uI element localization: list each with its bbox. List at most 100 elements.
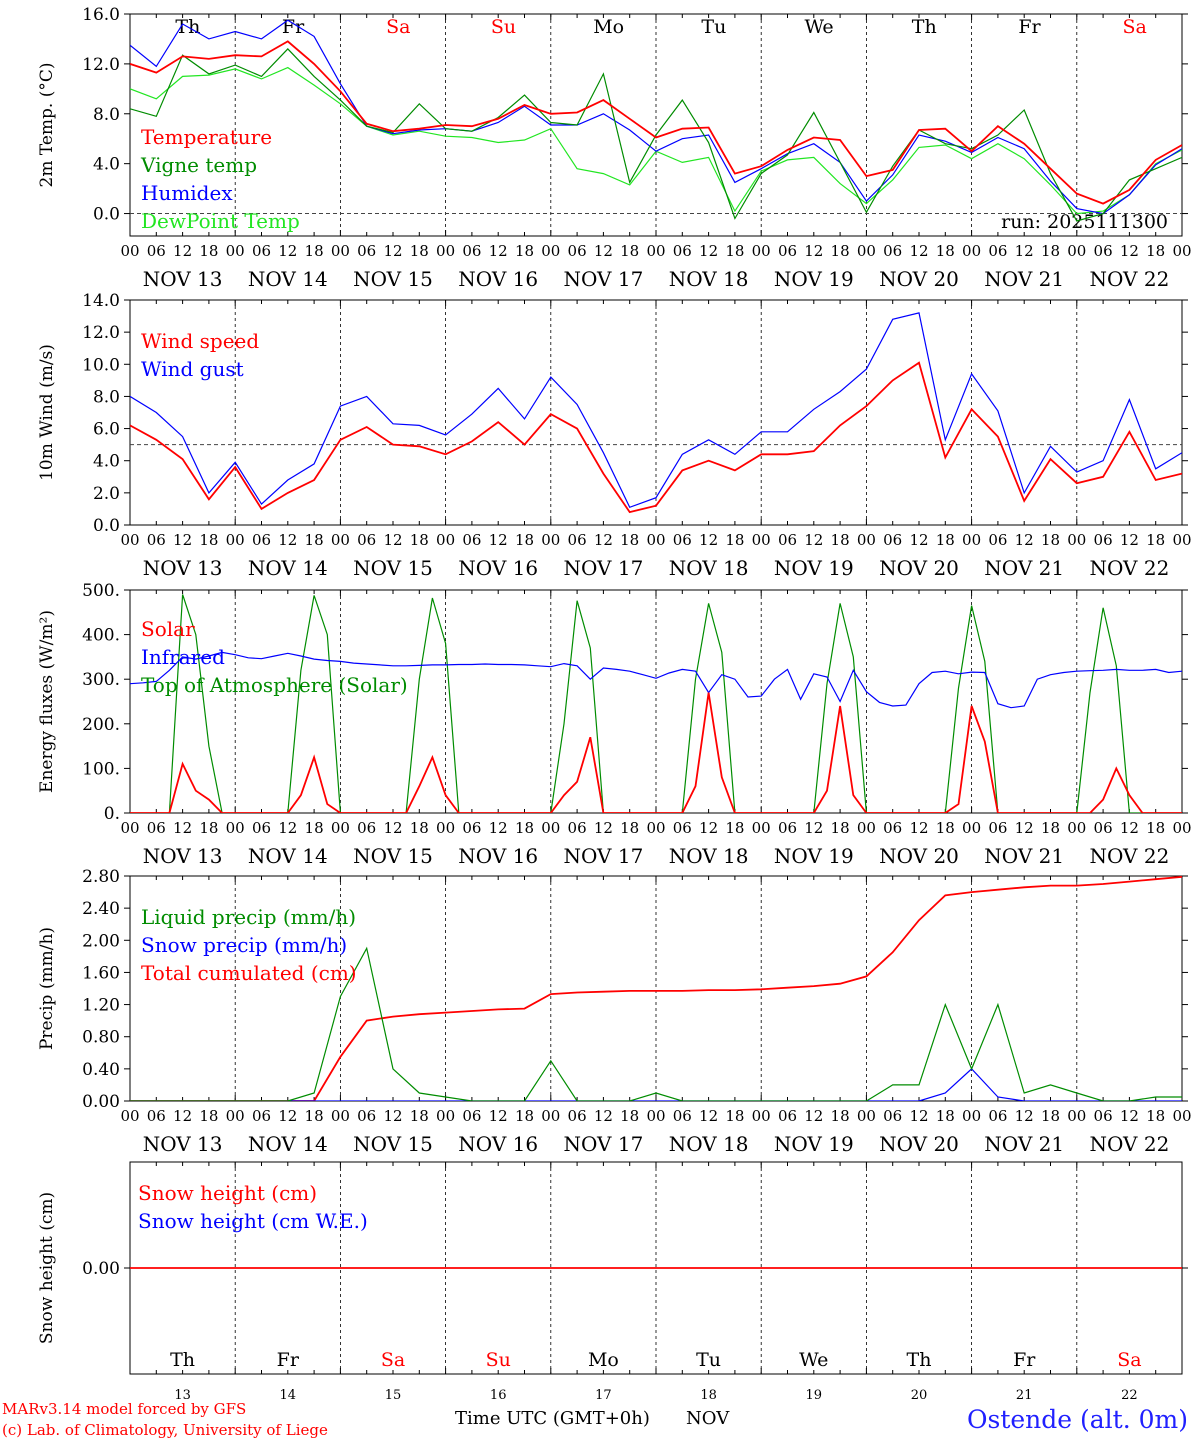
- hour-tick-label: 12: [1120, 242, 1139, 260]
- hour-tick-label: 06: [1094, 242, 1113, 260]
- hour-tick-label: 12: [383, 531, 402, 549]
- weekday-label: Tu: [696, 1349, 721, 1371]
- hour-tick-label: 06: [568, 819, 587, 837]
- day-number: 22: [1121, 1388, 1138, 1403]
- month-label: NOV: [686, 1408, 730, 1429]
- hour-tick-label: 18: [305, 531, 324, 549]
- hour-tick-label: 18: [936, 819, 955, 837]
- hour-tick-label: 06: [778, 531, 797, 549]
- hour-tick-label: 00: [331, 1107, 350, 1125]
- hour-tick-label: 06: [252, 819, 271, 837]
- panel-3: 500. 400. 300. 200. 100. 0. Energy fluxes (W/m…: [37, 581, 1192, 868]
- hour-tick-label: 06: [778, 1107, 797, 1125]
- hour-tick-label: 18: [199, 531, 218, 549]
- hour-tick-label: 12: [699, 531, 718, 549]
- y-tick-label: 0.00: [82, 1092, 120, 1112]
- legend-entry: Snow height (cm W.E.): [138, 1209, 368, 1233]
- date-label: NOV 20: [879, 267, 959, 291]
- run-label: run: 2025111300: [1001, 211, 1168, 233]
- date-label: NOV 22: [1090, 1132, 1170, 1156]
- hour-tick-label: 00: [646, 242, 665, 260]
- hour-tick-label: 00: [752, 1107, 771, 1125]
- hour-tick-label: 00: [646, 819, 665, 837]
- legend-entry: Snow height (cm): [138, 1181, 317, 1205]
- hour-tick-label: 06: [462, 819, 481, 837]
- hour-tick-label: 00: [1172, 1107, 1191, 1125]
- hour-tick-label: 12: [173, 819, 192, 837]
- y-tick-label: 0.40: [82, 1060, 120, 1080]
- hour-tick-label: 00: [331, 819, 350, 837]
- weekday-label: Fr: [1018, 16, 1041, 38]
- hour-tick-label: 12: [383, 242, 402, 260]
- hour-tick-label: 06: [147, 242, 166, 260]
- date-label: NOV 16: [458, 556, 538, 580]
- hour-tick-label: 12: [1120, 1107, 1139, 1125]
- weekday-label: Su: [486, 1349, 511, 1371]
- y-tick-label: 4.0: [93, 452, 120, 472]
- weekday-label: Mo: [593, 16, 624, 38]
- hour-tick-label: 06: [252, 242, 271, 260]
- hour-tick-label: 18: [620, 819, 639, 837]
- xaxis-title: Time UTC (GMT+0h): [455, 1408, 650, 1429]
- hour-tick-label: 00: [646, 531, 665, 549]
- hour-tick-label: 18: [1041, 531, 1060, 549]
- hour-tick-label: 12: [699, 242, 718, 260]
- hour-tick-label: 00: [752, 242, 771, 260]
- y-tick-label: 16.0: [82, 5, 120, 25]
- panel-4: 2.80 2.40 2.00 1.60 1.20 0.80 0.40 0.00 Precip (…: [37, 867, 1192, 1156]
- hour-tick-label: 18: [199, 242, 218, 260]
- date-label: NOV 18: [669, 267, 749, 291]
- hour-tick-label: 18: [620, 531, 639, 549]
- station-name: Ostende (alt. 0m): [967, 1405, 1188, 1434]
- hour-tick-label: 12: [1015, 819, 1034, 837]
- hour-tick-label: 00: [226, 819, 245, 837]
- hour-tick-label: 12: [804, 1107, 823, 1125]
- hour-tick-label: 18: [1146, 242, 1165, 260]
- date-label: NOV 20: [879, 1132, 959, 1156]
- weekday-label: Fr: [1013, 1349, 1036, 1371]
- hour-tick-label: 18: [305, 242, 324, 260]
- hour-tick-label: 12: [489, 819, 508, 837]
- y-tick-label: 14.0: [82, 291, 120, 311]
- hour-tick-label: 12: [804, 531, 823, 549]
- hour-tick-label: 06: [1094, 531, 1113, 549]
- y-tick-label: 8.0: [93, 105, 120, 125]
- weekday-label: We: [804, 16, 833, 38]
- hour-tick-label: 18: [410, 819, 429, 837]
- weekday-label: Th: [170, 1349, 195, 1371]
- hour-tick-label: 06: [988, 819, 1007, 837]
- date-label: NOV 22: [1090, 556, 1170, 580]
- legend-entry: Wind speed: [141, 329, 259, 353]
- date-label: NOV 14: [248, 844, 328, 868]
- date-label: NOV 21: [984, 556, 1064, 580]
- hour-tick-label: 00: [436, 819, 455, 837]
- hour-tick-label: 00: [1067, 531, 1086, 549]
- hour-tick-label: 18: [1041, 1107, 1060, 1125]
- date-label: NOV 17: [564, 844, 644, 868]
- hour-tick-label: 18: [410, 531, 429, 549]
- hour-tick-label: 06: [988, 242, 1007, 260]
- hour-tick-label: 06: [988, 1107, 1007, 1125]
- y-tick-label: 10.0: [82, 355, 120, 375]
- hour-tick-label: 18: [831, 1107, 850, 1125]
- hour-tick-label: 00: [226, 531, 245, 549]
- y-tick-label: 2.00: [82, 931, 120, 951]
- date-label: NOV 15: [353, 1132, 433, 1156]
- day-number: 16: [490, 1388, 507, 1403]
- day-number: 14: [280, 1388, 297, 1403]
- hour-tick-label: 12: [909, 531, 928, 549]
- day-number: 20: [911, 1388, 928, 1403]
- hour-tick-label: 12: [1015, 531, 1034, 549]
- y-tick-label: 500.: [82, 581, 120, 601]
- hour-tick-label: 00: [857, 819, 876, 837]
- series-line-total-cumulated-cm: [130, 876, 1182, 1101]
- legend-entry: Temperature: [141, 125, 272, 149]
- hour-tick-label: 12: [699, 1107, 718, 1125]
- series-line-vigne-temp: [130, 48, 1182, 222]
- hour-tick-label: 06: [673, 1107, 692, 1125]
- hour-tick-label: 00: [1172, 242, 1191, 260]
- hour-tick-label: 18: [831, 819, 850, 837]
- y-axis-title: 2m Temp. (°C): [37, 62, 57, 187]
- y-tick-label: 0.: [104, 804, 120, 824]
